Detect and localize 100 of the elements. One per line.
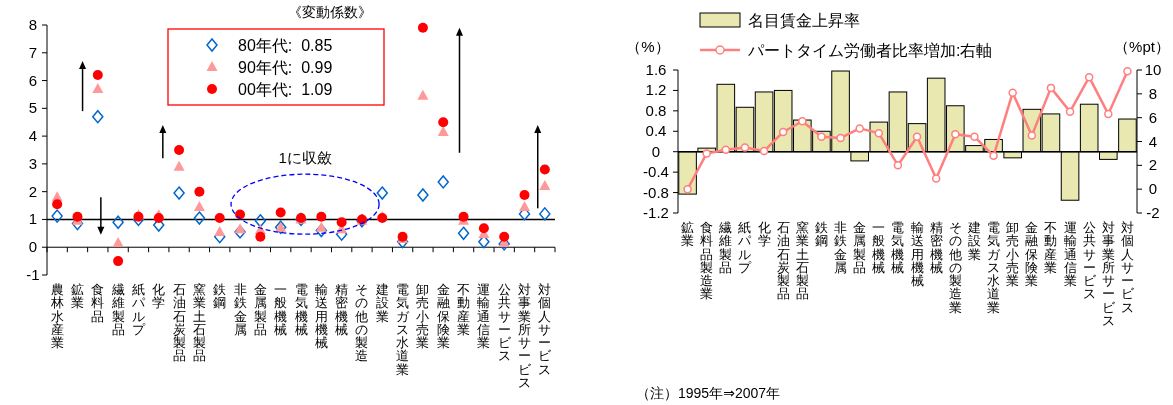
x-tick-label: 運輸通信業 xyxy=(477,282,491,351)
point xyxy=(112,237,124,248)
y-tick-label: -1.2 xyxy=(643,204,669,221)
y2-tick-label: 2 xyxy=(1148,156,1158,174)
point xyxy=(759,146,769,156)
point xyxy=(234,223,246,234)
point xyxy=(92,82,104,93)
point xyxy=(112,215,124,229)
point xyxy=(893,161,903,170)
x-tick-label: 運輸通信業 xyxy=(1063,220,1077,289)
x-tick-label: 一般機械 xyxy=(872,220,886,275)
point xyxy=(951,130,960,139)
x-tick-label: 化学 xyxy=(757,220,771,249)
x-tick-label: 不動産業 xyxy=(1044,220,1058,275)
y-axis-title: （%） xyxy=(626,38,670,55)
legend-label: 00年代: 1.09 xyxy=(238,81,333,98)
point xyxy=(1123,66,1132,76)
point xyxy=(417,89,429,100)
point xyxy=(1046,83,1056,93)
x-tick-label: 非鉄金属 xyxy=(233,282,247,337)
x-tick-label: 金属製品 xyxy=(253,282,267,337)
point xyxy=(51,209,63,223)
legend-label: 80年代: 0.85 xyxy=(238,37,333,54)
point xyxy=(376,186,389,200)
point xyxy=(1065,107,1075,116)
legend-label: パートタイム労働者比率増加:右軸 xyxy=(747,42,993,59)
point xyxy=(817,132,826,141)
point xyxy=(316,211,327,222)
y-tick-label: 1.6 xyxy=(645,61,667,78)
y-tick-label: 8 xyxy=(28,16,38,33)
y-tick-label: 3 xyxy=(28,154,38,172)
point xyxy=(113,256,124,267)
x-tick-label: 対個人サービス xyxy=(538,282,553,377)
point xyxy=(173,160,185,171)
point xyxy=(798,116,807,126)
point xyxy=(519,190,530,200)
x-tick-label: 食料品 xyxy=(91,282,105,324)
x-tick-label: 卸売小売業 xyxy=(1006,220,1020,289)
y-tick-label: 0 xyxy=(28,238,38,256)
y-tick-label: 0 xyxy=(651,142,661,160)
x-tick-label: 電気機械 xyxy=(891,220,905,275)
x-tick-label: 対個人サービス xyxy=(1120,220,1135,315)
y-tick-label: 6 xyxy=(28,71,38,89)
y2-tick-label: 0 xyxy=(1148,180,1158,198)
y-tick-label: 0.4 xyxy=(645,122,667,140)
x-tick-label: その他の製造 xyxy=(355,282,369,364)
point xyxy=(153,213,164,224)
x-tick-label: 卸売小売業 xyxy=(416,282,430,351)
x-tick-label: その他の製造業 xyxy=(948,220,962,315)
point xyxy=(437,175,449,189)
x-tick-label: 鉱業 xyxy=(70,282,84,311)
x-tick-label: 公共サービス xyxy=(1082,220,1097,302)
point xyxy=(336,217,347,228)
y2-tick-label: 8 xyxy=(1148,84,1158,102)
point xyxy=(275,207,286,218)
y2-axis-title: （%pt） xyxy=(1114,38,1170,55)
point xyxy=(92,109,104,124)
point xyxy=(931,174,941,183)
y2-tick-label: -2 xyxy=(1146,204,1160,221)
point xyxy=(52,199,63,210)
point xyxy=(740,143,750,152)
x-tick-label: 電気ガス水道業 xyxy=(987,220,1002,315)
point xyxy=(778,127,788,137)
point xyxy=(499,231,510,242)
y-tick-label: 1 xyxy=(28,210,38,228)
point xyxy=(417,188,429,202)
point xyxy=(683,184,692,194)
legend-label: 90年代: 0.99 xyxy=(238,59,333,76)
point xyxy=(539,180,551,191)
x-tick-label: 農林水産業 xyxy=(49,282,64,351)
point xyxy=(1027,131,1037,140)
x-tick-label: 対事業所サービス xyxy=(1101,220,1116,328)
y-tick-label: 7 xyxy=(28,43,38,61)
point xyxy=(174,145,185,155)
x-tick-label: 輸送用機械 xyxy=(910,220,924,289)
y-tick-label: 1.2 xyxy=(645,81,667,99)
x-tick-label: 鉄鋼 xyxy=(814,220,828,249)
x-tick-label: 金融保険業 xyxy=(436,282,450,351)
point xyxy=(214,225,226,236)
point xyxy=(721,145,731,155)
point xyxy=(417,22,428,33)
x-tick-label: 金属製品 xyxy=(853,220,867,275)
point xyxy=(539,207,551,221)
point xyxy=(989,151,998,161)
x-tick-label: 窯業土石製品 xyxy=(795,220,809,302)
x-tick-label: 鉄鋼 xyxy=(213,282,227,311)
x-tick-label: 電気ガス水道業 xyxy=(396,282,411,377)
point xyxy=(194,186,205,197)
y-tick-label: 0.8 xyxy=(645,101,667,119)
point xyxy=(855,124,864,133)
point xyxy=(1104,109,1113,119)
point xyxy=(173,186,185,200)
point xyxy=(92,70,103,80)
y2-tick-label: 6 xyxy=(1148,108,1158,126)
x-tick-label: 紙パルプ xyxy=(130,282,146,337)
point xyxy=(254,214,267,228)
x-tick-label: 食料品製造業 xyxy=(700,220,714,302)
point xyxy=(702,149,711,158)
x-tick-label: 繊維製品 xyxy=(110,282,125,337)
point xyxy=(255,231,266,242)
